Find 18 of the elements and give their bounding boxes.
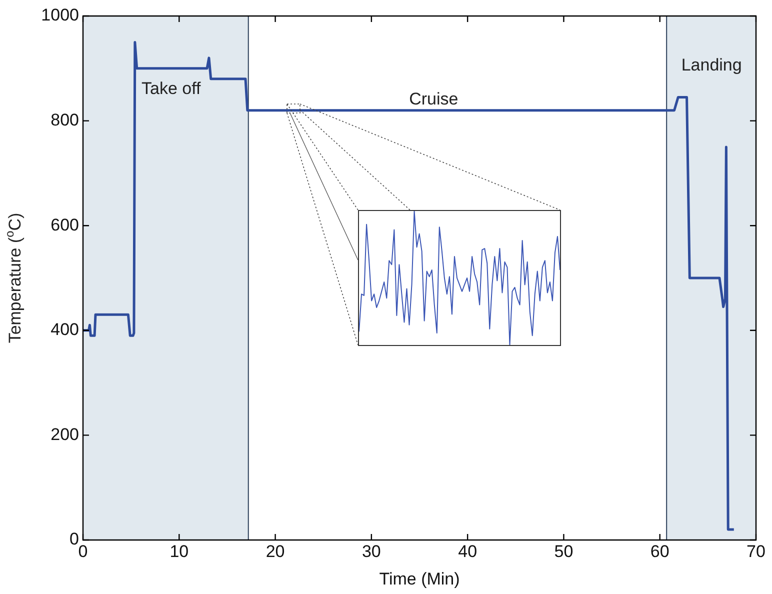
x-tick-label: 10 (170, 542, 189, 561)
x-axis-title: Time (Min) (379, 569, 460, 588)
y-tick-label: 600 (50, 215, 79, 234)
x-tick-label: 50 (554, 542, 574, 561)
y-tick-label: 400 (50, 320, 79, 340)
annotation: Take off (142, 79, 202, 98)
y-tick-label: 0 (70, 530, 79, 549)
x-tick-label: 40 (458, 542, 478, 561)
y-tick-label: 1000 (41, 6, 79, 25)
annotation: Landing (681, 55, 742, 74)
annotation: Cruise (409, 90, 458, 109)
y-axis-title: Temperature (oC) (2, 212, 25, 344)
x-tick-label: 20 (266, 542, 285, 561)
x-tick-label: 60 (650, 542, 670, 561)
y-tick-label: 800 (50, 110, 79, 130)
x-tick-label: 70 (746, 542, 766, 561)
y-tick-label: 200 (50, 424, 79, 444)
x-tick-label: 30 (362, 542, 381, 561)
